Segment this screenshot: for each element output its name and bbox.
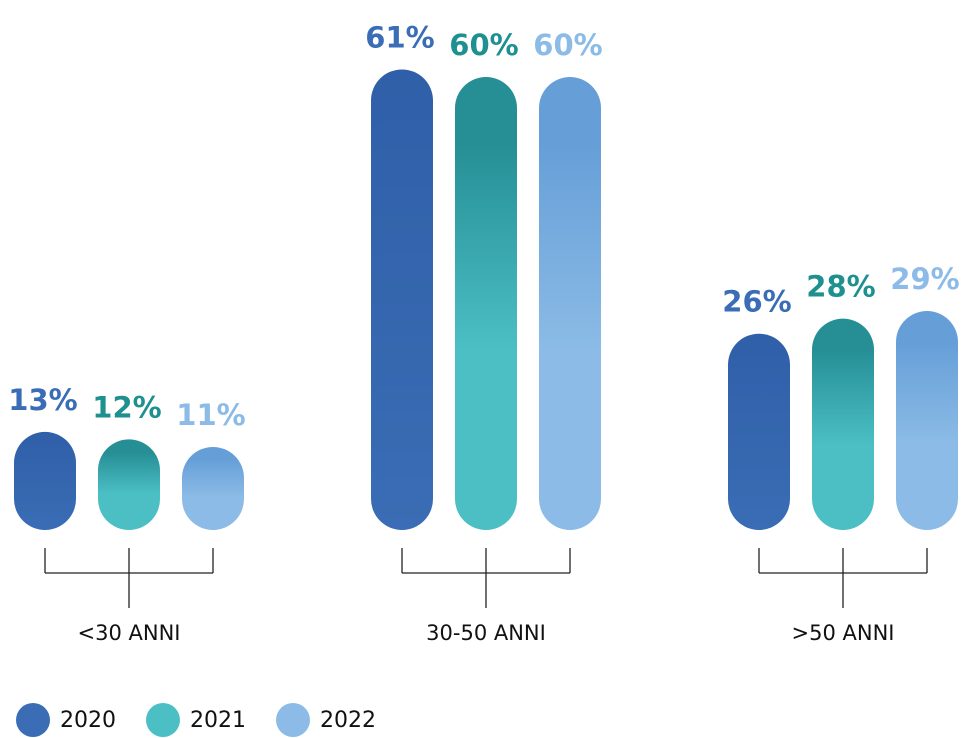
value-label: 11% bbox=[176, 398, 245, 432]
value-label: 13% bbox=[8, 383, 77, 417]
bar bbox=[539, 77, 601, 530]
bar bbox=[812, 318, 874, 530]
legend-label: 2020 bbox=[60, 708, 116, 733]
value-label: 28% bbox=[806, 270, 875, 304]
legend-swatch bbox=[146, 703, 180, 737]
category-label: >50 ANNI bbox=[792, 621, 895, 645]
bar bbox=[182, 446, 244, 530]
bar bbox=[896, 311, 958, 530]
legend-swatch bbox=[276, 703, 310, 737]
bar bbox=[98, 439, 160, 530]
legend-swatch bbox=[16, 703, 50, 737]
value-label: 60% bbox=[449, 28, 518, 62]
category-label: <30 ANNI bbox=[78, 621, 181, 645]
legend-label: 2022 bbox=[320, 708, 376, 733]
value-label: 61% bbox=[365, 20, 434, 54]
value-label: 26% bbox=[722, 285, 791, 319]
bar bbox=[455, 77, 517, 530]
bar bbox=[14, 431, 76, 530]
bar bbox=[728, 333, 790, 530]
legend-label: 2021 bbox=[190, 708, 246, 733]
value-label: 60% bbox=[533, 28, 602, 62]
value-label: 29% bbox=[890, 262, 959, 296]
category-label: 30-50 ANNI bbox=[426, 621, 546, 645]
bar bbox=[371, 69, 433, 530]
value-label: 12% bbox=[92, 390, 161, 424]
